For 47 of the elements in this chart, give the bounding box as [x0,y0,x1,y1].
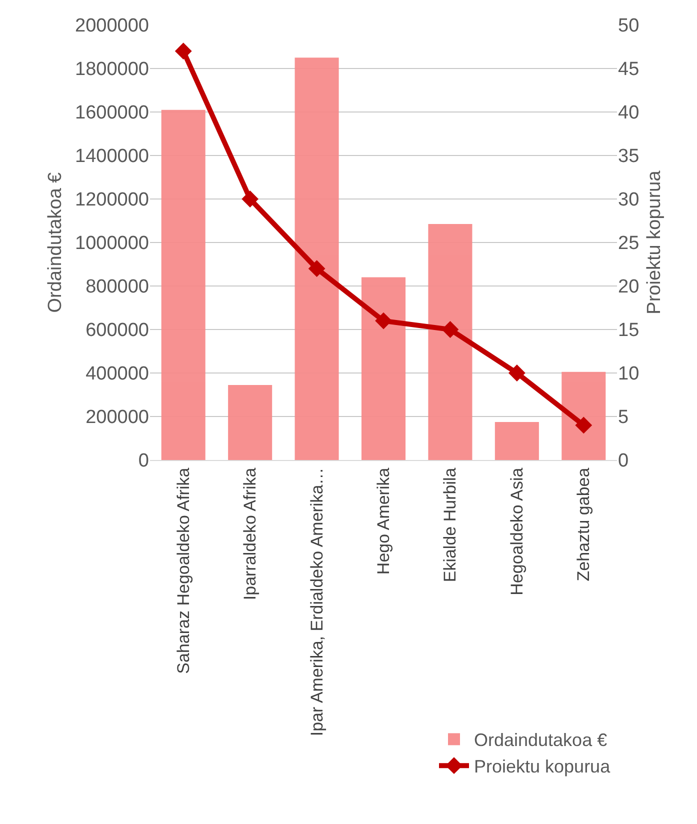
y-tick-label: 1800000 [75,59,149,80]
y-tick-label: 1400000 [75,146,149,168]
point [242,190,259,208]
y2-tick-label: 20 [618,276,640,298]
bar [361,277,406,460]
y2-tick-label: 45 [618,59,640,80]
bar [562,372,606,460]
x-tick-label: Ipar Amerika, Erdialdeko Amerika… [307,468,326,736]
point [508,364,526,382]
legend-label: Proiektu kopurua [474,756,612,777]
y-tick-label: 1200000 [75,190,149,211]
y2-tick-label: 50 [618,16,640,37]
y-tick-label: 1000000 [75,233,149,254]
x-tick-label: Hego Amerika [374,467,394,575]
y2-tick-label: 5 [618,407,629,428]
x-tick-label: Saharaz Hegoaldeko Afrika [174,467,193,674]
y-axis-title: Ordaindutakoa € [44,172,66,313]
x-tick-label: Iparraldeko Afrika [240,467,260,600]
x-tick-label: Zehaztu gabea [574,467,594,582]
y-tick-label: 0 [138,450,149,472]
point [174,42,192,60]
y2-tick-label: 25 [618,233,640,254]
y2-tick-label: 35 [618,146,640,168]
point [575,416,592,434]
y2-tick-label: 30 [618,190,640,211]
y-tick-label: 400000 [86,364,149,385]
y2-tick-label: 15 [618,320,640,342]
y-tick-label: 800000 [86,276,149,298]
y2-tick-label: 40 [618,102,640,124]
point [442,321,459,338]
y-tick-label: 1600000 [75,102,149,124]
y2-tick-label: 0 [618,450,629,472]
point [308,260,326,278]
y2-axis-title: Proiektu kopurua [644,170,665,314]
x-tick-label: Ekialde Hurbila [440,467,460,582]
bar [228,384,272,460]
legend-label: Ordaindutakoa € [474,730,608,750]
y-tick-label: 600000 [86,320,149,342]
y-tick-label: 200000 [86,407,149,428]
bar [161,110,206,460]
point [375,312,392,330]
bar [494,422,539,460]
y2-tick-label: 10 [618,364,640,385]
bar [428,224,472,460]
bar [294,58,339,460]
x-tick-label: Hegoaldeko Asia [507,467,526,596]
y-tick-label: 2000000 [75,16,149,37]
